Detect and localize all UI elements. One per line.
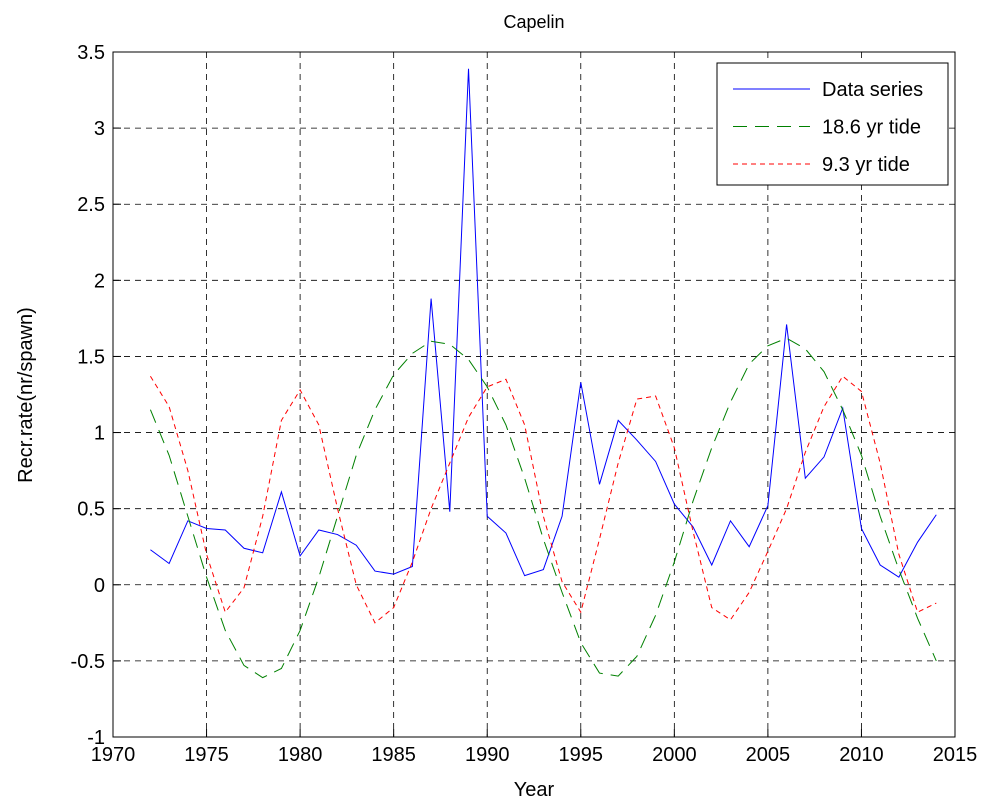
x-axis-label: Year bbox=[514, 779, 555, 801]
plot-frame bbox=[112, 51, 956, 738]
x-tick-label: 2015 bbox=[933, 744, 978, 766]
x-tick-label: 2000 bbox=[652, 744, 697, 766]
y-tick-label: 0 bbox=[94, 575, 105, 597]
legend-label: 9.3 yr tide bbox=[822, 154, 910, 176]
x-tick-label: 1980 bbox=[278, 744, 323, 766]
y-tick-label: 0.5 bbox=[77, 499, 105, 521]
y-tick-label: 3 bbox=[94, 118, 105, 140]
x-tick-label: 1985 bbox=[371, 744, 416, 766]
data-line bbox=[150, 68, 937, 578]
legend-box bbox=[716, 62, 949, 186]
data-line bbox=[149, 337, 937, 679]
legend-label: 18.6 yr tide bbox=[822, 117, 921, 139]
x-tick-label: 1975 bbox=[184, 744, 229, 766]
x-tick-label: 2010 bbox=[839, 744, 884, 766]
x-tick-label: 1970 bbox=[91, 744, 136, 766]
x-tick-label: 2005 bbox=[746, 744, 791, 766]
x-tick-label: 1990 bbox=[465, 744, 510, 766]
y-axis-label: Recr.rate(nr/spawn) bbox=[15, 307, 37, 483]
y-tick-label: 3.5 bbox=[77, 42, 105, 64]
y-tick-label: -0.5 bbox=[71, 651, 105, 673]
x-tick-label: 1995 bbox=[559, 744, 604, 766]
legend-label: Data series bbox=[822, 79, 923, 101]
data-line bbox=[149, 375, 937, 624]
y-tick-label: 2 bbox=[94, 270, 105, 292]
chart-title: Capelin bbox=[503, 12, 564, 32]
y-tick-label: 2.5 bbox=[77, 194, 105, 216]
y-tick-label: -1 bbox=[87, 727, 105, 749]
y-tick-label: 1 bbox=[94, 423, 105, 445]
y-tick-label: 1.5 bbox=[77, 346, 105, 368]
